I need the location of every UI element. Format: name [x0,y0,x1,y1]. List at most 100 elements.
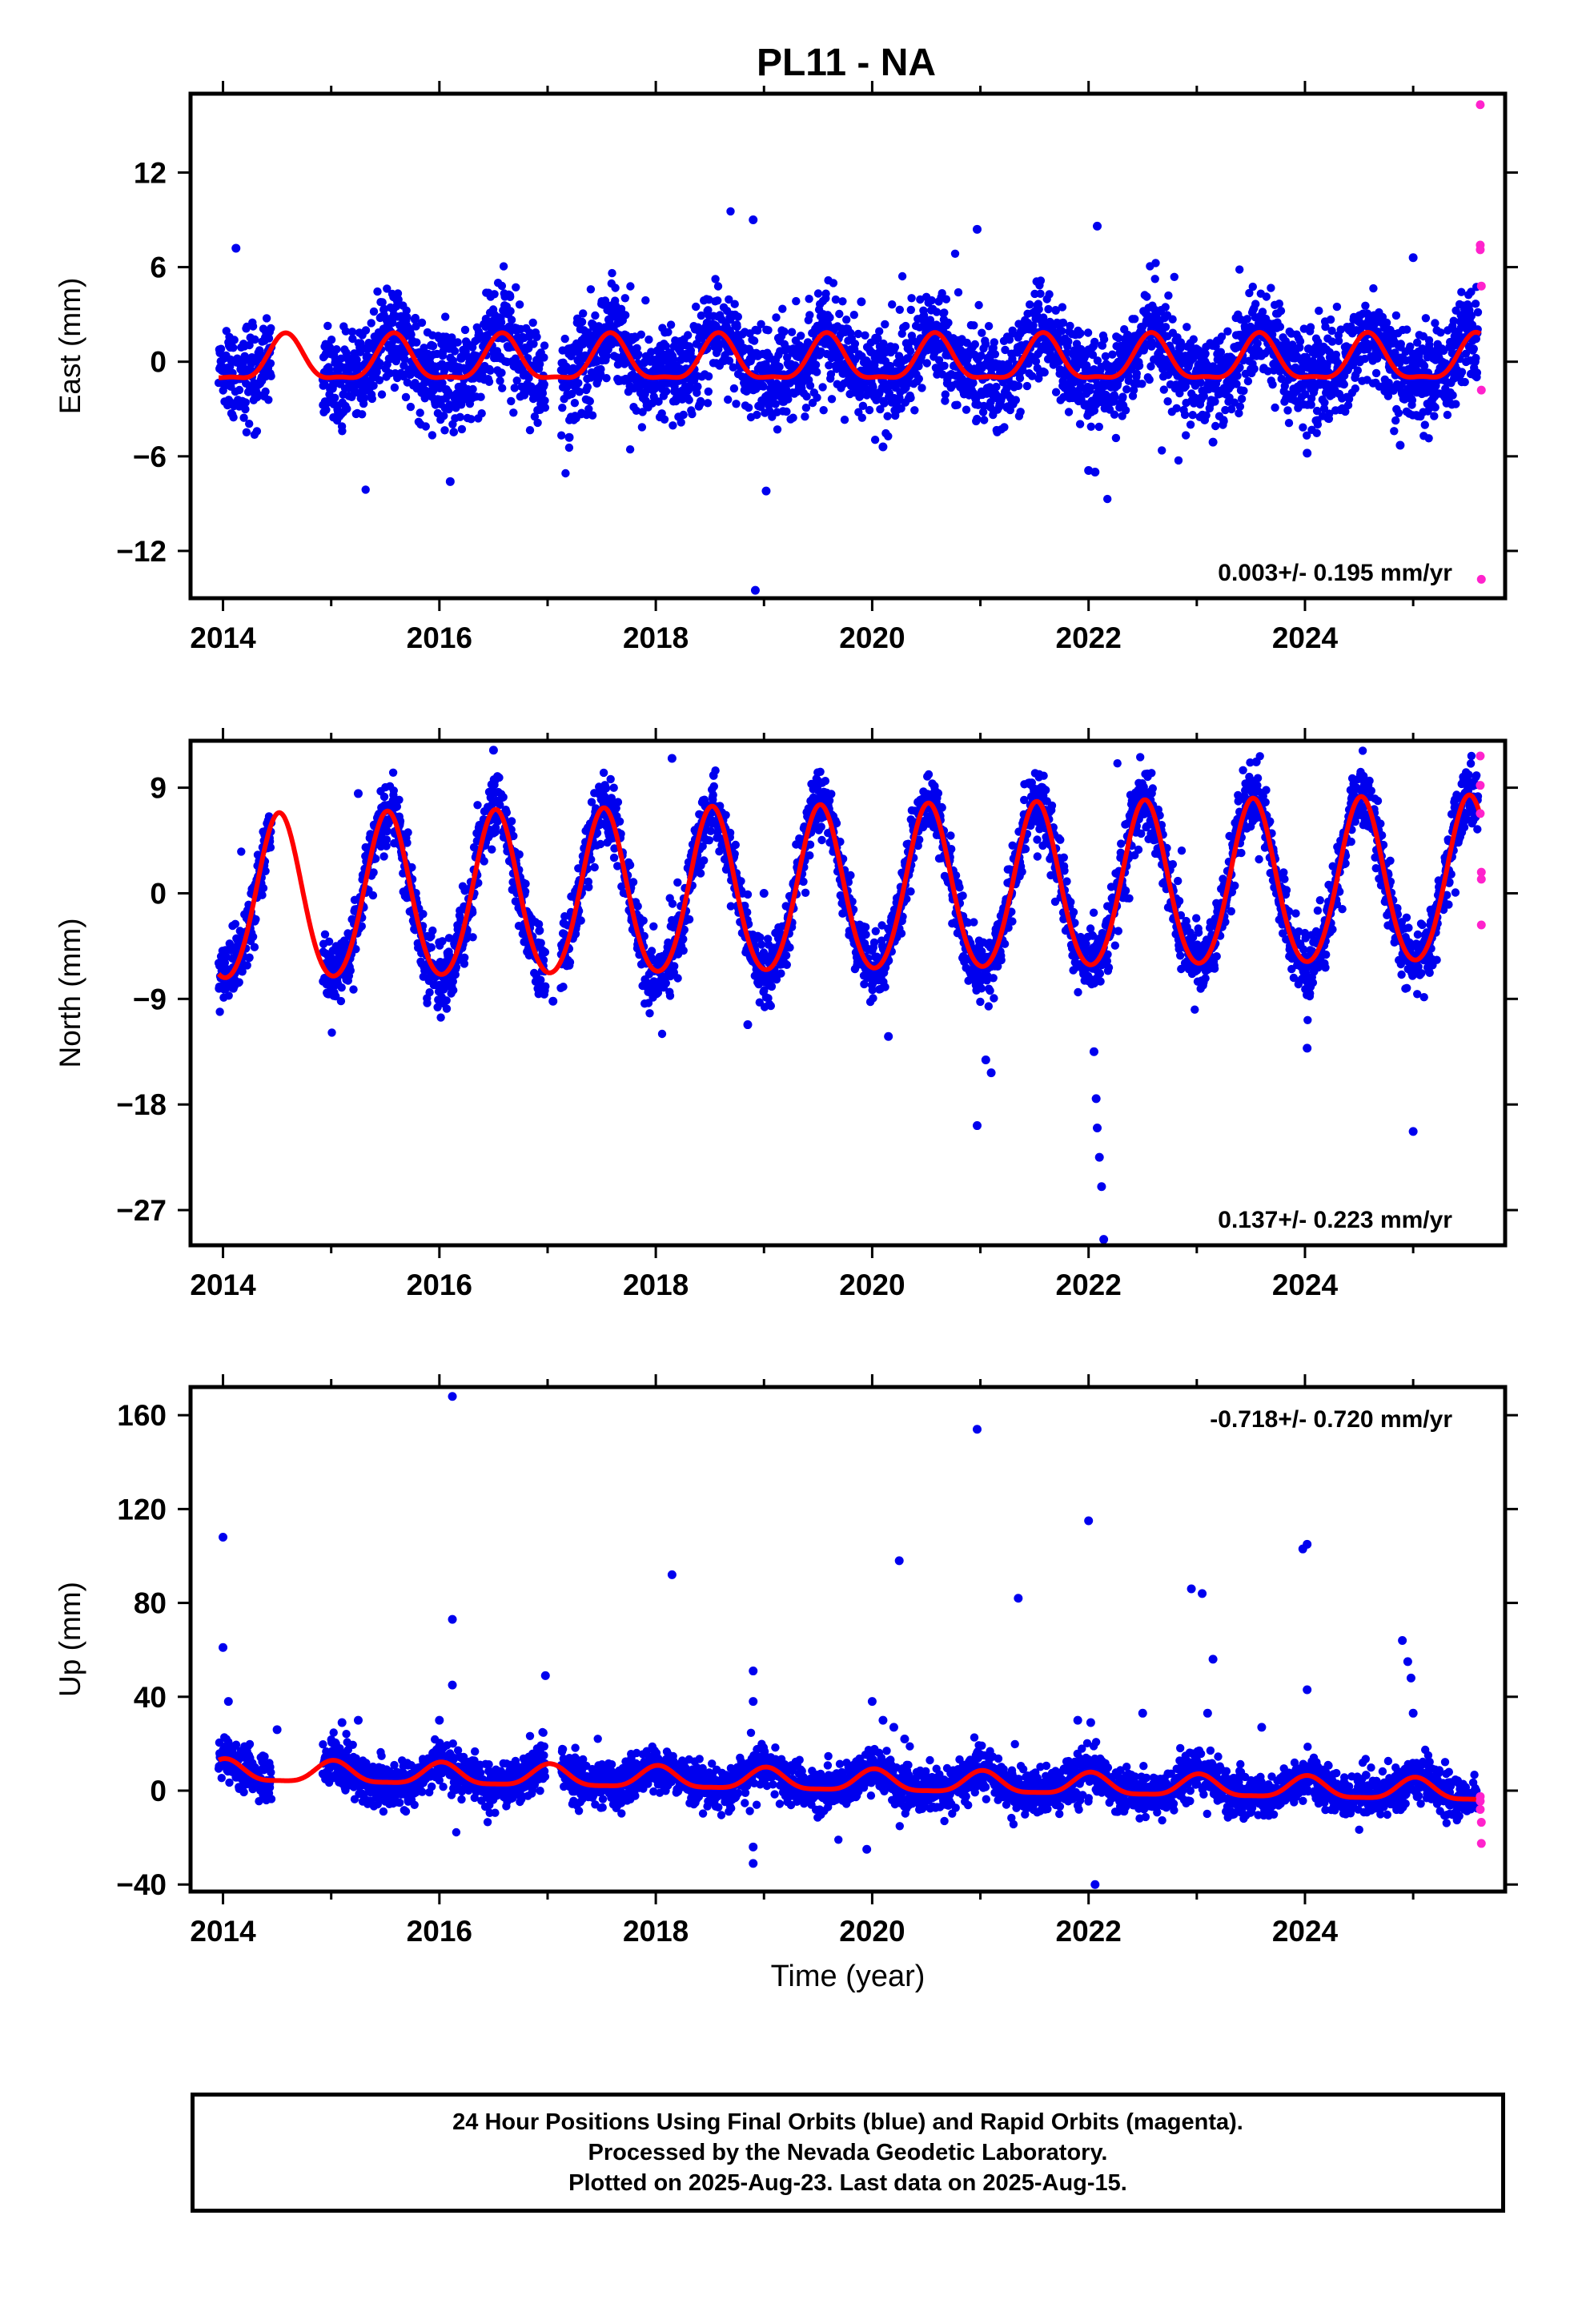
final-orbit-point [801,412,809,421]
final-orbit-point [1015,374,1025,383]
final-orbit-point [608,268,616,278]
outlier-point [750,585,760,595]
final-orbit-point [402,306,411,315]
final-orbit-point [649,922,658,931]
final-orbit-point [713,296,722,305]
final-orbit-point [821,289,830,298]
final-orbit-point [775,362,784,372]
final-orbit-point [1083,328,1093,337]
outlier-point [1093,221,1102,231]
final-orbit-point [789,413,797,422]
outlier-point [445,476,455,486]
final-orbit-point [1026,300,1034,309]
final-orbit-point [564,443,574,452]
final-orbit-point [463,352,472,361]
final-orbit-point [588,411,597,420]
final-orbit-point [1211,397,1219,406]
final-orbit-point [1369,283,1378,293]
final-orbit-point [1407,396,1417,404]
final-orbit-point [1306,323,1315,332]
final-orbit-point [1134,361,1144,370]
final-orbit-point [1391,416,1400,425]
final-orbit-point [1469,344,1479,353]
final-orbit-point [1058,318,1068,328]
final-orbit-point [248,322,258,331]
final-orbit-point [590,862,599,872]
final-orbit-point [726,207,735,216]
outlier-point [972,224,982,234]
final-orbit-point [1406,342,1415,351]
final-orbit-point [1188,411,1197,420]
final-orbit-point [615,817,624,826]
final-orbit-point [829,279,838,287]
final-orbit-point [507,396,516,406]
final-orbit-point [772,313,781,322]
final-orbit-point [341,327,351,336]
final-orbit-point [1430,412,1439,420]
final-orbit-point [632,406,640,415]
final-orbit-point [1044,304,1053,314]
final-orbit-point [693,382,702,391]
final-orbit-point [1145,375,1154,384]
final-orbit-point [1460,377,1469,387]
final-orbit-point [644,335,653,344]
final-orbit-point [1326,315,1335,324]
final-orbit-point [336,354,346,363]
y-tick-label: −6 [133,440,167,473]
final-orbit-point [379,852,388,861]
final-orbit-point [406,402,416,412]
final-orbit-point [369,307,379,316]
final-orbit-point [805,311,814,320]
final-orbit-point [348,334,357,344]
final-orbit-point [1168,315,1177,324]
plot-area-east [214,100,1486,595]
final-orbit-point [241,398,250,407]
final-orbit-point [782,407,791,416]
final-orbit-point [540,353,548,362]
final-orbit-point [480,857,488,866]
final-orbit-point [1196,378,1205,387]
final-orbit-point [978,408,988,416]
final-orbit-point [441,312,450,321]
final-orbit-point [1436,328,1445,337]
final-orbit-point [393,289,403,298]
final-orbit-point [1036,289,1045,298]
final-orbit-point [805,295,813,304]
final-orbit-point [990,338,999,347]
y-tick-label: 0 [150,346,167,379]
final-orbit-point [625,861,635,870]
final-orbit-point [440,426,449,435]
final-orbit-point [1008,354,1017,364]
final-orbit-point [368,891,378,900]
final-orbit-point [1353,366,1363,375]
final-orbit-point [476,392,485,401]
final-orbit-point [813,289,823,298]
final-orbit-point [496,318,506,327]
final-orbit-point [1170,272,1179,281]
final-orbit-point [916,295,925,304]
final-orbit-point [1064,337,1073,346]
final-orbit-point [1000,423,1009,432]
final-orbit-point [1076,329,1085,338]
final-orbit-point [771,400,780,408]
final-orbit-point [575,388,584,396]
final-orbit-point [1235,402,1245,411]
final-orbit-point [1040,368,1049,377]
final-orbit-point [468,933,477,942]
final-orbit-point [753,326,762,335]
final-orbit-point [525,328,534,337]
final-orbit-point [540,396,549,405]
final-orbit-point [986,398,995,407]
final-orbit-point [540,341,549,350]
final-orbit-point [984,322,994,331]
final-orbit-point [497,281,507,291]
final-orbit-point [216,344,226,353]
final-orbit-point [905,347,915,356]
final-orbit-point [1457,368,1467,376]
final-orbit-point [1239,386,1248,396]
final-orbit-point [842,316,851,324]
final-orbit-point [1299,423,1307,432]
y-axis-label: East (mm) [54,278,86,415]
final-orbit-point [258,891,267,899]
final-orbit-point [897,404,905,413]
